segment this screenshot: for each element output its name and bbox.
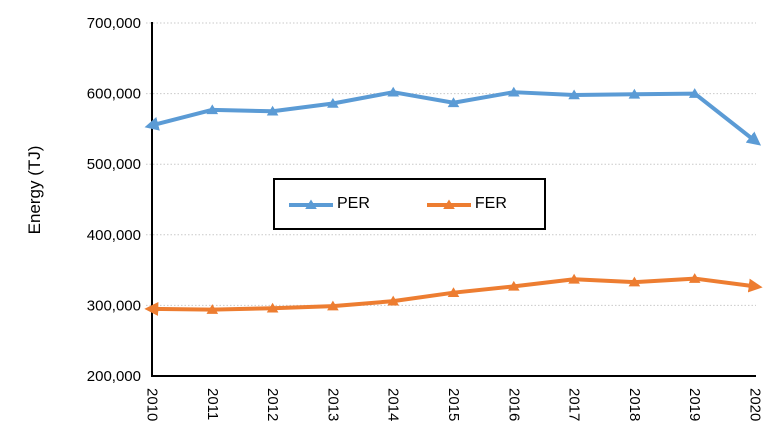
fer-line-marker-icon (426, 199, 471, 209)
legend-entry-fer: FER (426, 196, 507, 212)
x-tick-label: 2020 (747, 388, 764, 421)
y-tick-label: 400,000 (87, 227, 141, 244)
x-tick-label: 2017 (566, 388, 583, 421)
y-tick-label: 600,000 (87, 86, 141, 103)
data-point-marker-per (568, 89, 580, 100)
data-point-marker-per (266, 105, 279, 116)
x-tick-label: 2014 (385, 388, 402, 421)
y-tick-label: 500,000 (87, 156, 141, 173)
data-point-marker-per (447, 97, 460, 108)
data-point-marker-per (387, 86, 399, 97)
x-tick-label: 2016 (505, 388, 522, 421)
data-point-marker-fer (688, 273, 701, 283)
data-point-marker-fer (447, 287, 460, 297)
data-point-marker-per (206, 104, 219, 115)
x-tick-label: 2019 (686, 388, 703, 421)
x-tick-label: 2013 (324, 388, 341, 421)
legend-entry-per: PER (288, 196, 370, 212)
data-point-marker-per (327, 97, 339, 108)
data-point-marker-fer (568, 273, 580, 284)
y-tick-label: 300,000 (87, 297, 141, 314)
x-tick-label: 2018 (626, 388, 643, 421)
legend-label-fer: FER (474, 195, 507, 212)
legend-label-per: PER (337, 195, 370, 212)
legend: PER FER (273, 178, 546, 230)
y-axis-title: Energy (TJ) (25, 145, 44, 235)
data-point-marker-per (508, 86, 520, 97)
data-point-marker-fer (628, 276, 641, 287)
data-point-marker-fer (266, 302, 279, 313)
x-tick-label: 2012 (264, 388, 281, 421)
data-point-marker-fer (387, 295, 399, 306)
per-line-marker-icon (289, 199, 333, 209)
data-point-marker-fer (206, 304, 219, 314)
data-point-marker-per (628, 88, 641, 99)
y-tick-label: 200,000 (87, 368, 141, 385)
data-point-marker-fer (327, 300, 339, 311)
x-tick-label: 2011 (204, 388, 221, 420)
y-tick-label: 700,000 (87, 15, 141, 32)
x-tick-label: 2010 (144, 388, 161, 421)
x-tick-label: 2015 (445, 388, 462, 421)
data-point-marker-per (688, 88, 701, 98)
data-point-marker-fer (508, 280, 520, 291)
